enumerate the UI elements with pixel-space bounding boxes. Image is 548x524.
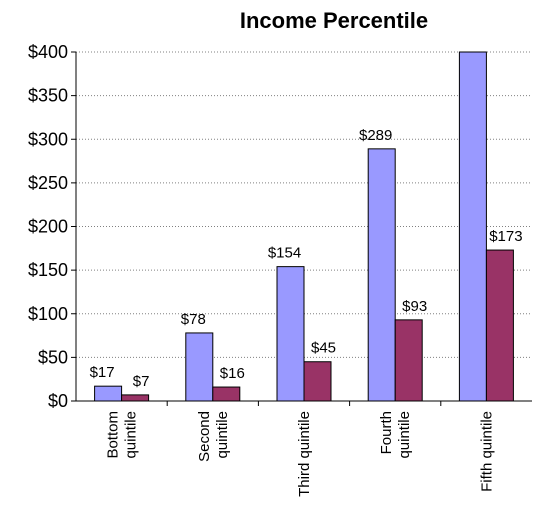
data-labels: $17 $7 $78 $16 $154 $45 $289 $93 $173 (90, 127, 523, 390)
data-label: $173 (489, 228, 522, 245)
x-category-label: quintile (123, 411, 140, 459)
y-tick-label: $350 (28, 86, 68, 106)
x-category-label: quintile (214, 411, 231, 459)
x-category-label: Second (196, 411, 213, 462)
bar (212, 386, 241, 402)
data-label: $78 (181, 311, 206, 328)
y-axis-ticks: $0 $50 $100 $150 $200 $250 $300 $350 $400 (28, 42, 76, 411)
bar (121, 394, 150, 402)
x-category-label: Fifth quintile (478, 411, 495, 492)
y-tick-label: $50 (38, 347, 68, 367)
y-tick-label: $250 (28, 173, 68, 193)
data-label: $289 (359, 127, 392, 144)
bar (303, 361, 332, 402)
bar (94, 385, 123, 402)
bar (458, 51, 487, 402)
data-label: $93 (402, 298, 427, 315)
data-label: $17 (90, 364, 115, 381)
y-tick-label: $200 (28, 217, 68, 237)
x-category-label: quintile (396, 411, 413, 459)
x-category-label: Third quintile (296, 411, 313, 497)
x-category-label: Fourth (378, 411, 395, 454)
chart-title: Income Percentile (240, 8, 428, 33)
bar (276, 266, 305, 402)
y-tick-label: $0 (48, 391, 68, 411)
bar (367, 148, 396, 402)
bar (485, 249, 514, 402)
data-label: $154 (268, 245, 301, 262)
bar (394, 319, 423, 402)
x-axis-labels: Bottom quintile Second quintile Third quinti… (105, 401, 495, 497)
y-tick-label: $100 (28, 304, 68, 324)
data-label: $45 (311, 340, 336, 357)
y-tick-label: $150 (28, 260, 68, 280)
data-label: $16 (220, 365, 245, 382)
x-category-label: Bottom (105, 411, 122, 459)
y-tick-label: $400 (28, 42, 68, 62)
y-tick-label: $300 (28, 129, 68, 149)
data-label: $7 (133, 373, 150, 390)
bar (185, 332, 214, 402)
